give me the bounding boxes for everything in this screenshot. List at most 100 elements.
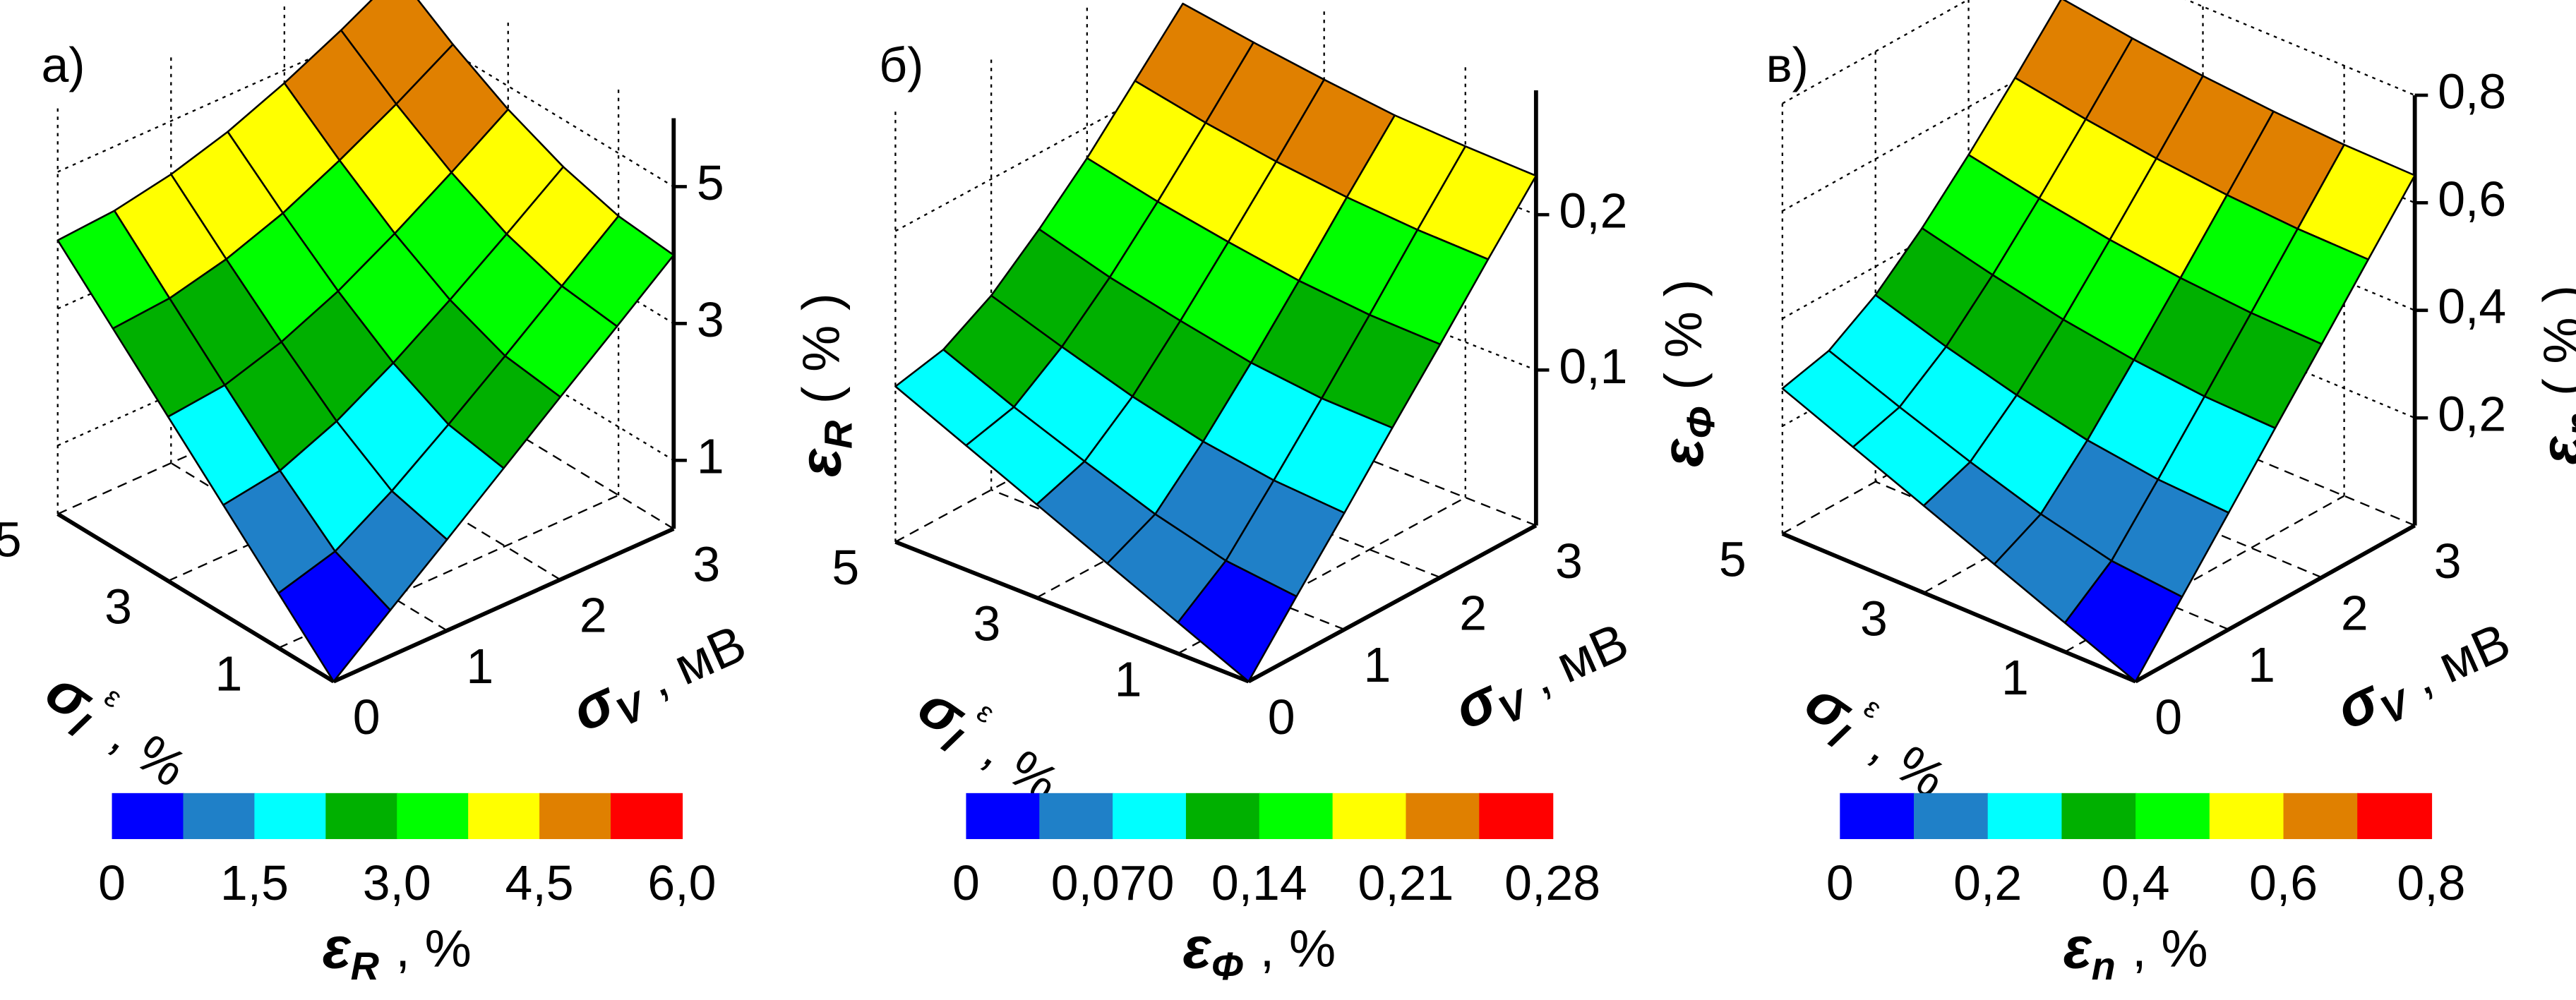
colorbar-swatch <box>1913 793 1989 839</box>
x-tick-label: 3 <box>2434 534 2462 589</box>
y-axis-label-sup: ε <box>99 680 128 714</box>
colorbar-tick-label: 0,28 <box>1504 855 1600 910</box>
z-axis-label: εR ( % ) <box>786 293 860 477</box>
x-tick-label: 1 <box>2248 637 2275 692</box>
colorbar-swatch <box>1332 793 1407 839</box>
z-axis-label-sub: Φ <box>1678 406 1723 439</box>
colorbar-swatch <box>254 793 327 839</box>
x-tick-label: 2 <box>1459 586 1487 641</box>
colorbar-label-sub: R <box>351 944 379 988</box>
colorbar-swatch <box>183 793 256 839</box>
y-axis-label-unit: , % <box>102 706 198 798</box>
panel-title: а) <box>41 37 85 92</box>
y-axis-label-symbol: σ <box>906 672 978 750</box>
y-tick-label: 1 <box>215 646 242 701</box>
colorbar-swatch <box>2135 793 2210 839</box>
colorbar-label-unit: , % <box>395 919 472 977</box>
x-tick-label: 0 <box>2155 689 2182 745</box>
x-axis <box>2134 524 2416 684</box>
y-axis-label-symbol: σ <box>1794 668 1866 746</box>
colorbar-swatch <box>1259 793 1334 839</box>
x-tick-label: 2 <box>2341 586 2368 641</box>
panel-title: в) <box>1766 37 1809 92</box>
colorbar-tick-label: 3,0 <box>363 855 431 910</box>
colorbar-label-unit: , % <box>1260 919 1336 977</box>
z-tick-label: 0,1 <box>1559 339 1627 394</box>
colorbar-tick-label: 1,5 <box>220 855 289 910</box>
y-axis <box>56 512 335 684</box>
colorbar-tick-label: 0,2 <box>1953 855 2022 910</box>
y-axis-label-sup: ε <box>971 695 1000 730</box>
z-axis-label: εn ( % ) <box>2528 285 2576 465</box>
y-tick-label: 3 <box>973 596 1000 651</box>
colorbar-label-unit: , % <box>2132 919 2208 977</box>
x-axis <box>1247 524 1538 684</box>
z-axis-label-symbol: ε <box>2528 435 2576 464</box>
colorbar-swatch <box>539 793 612 839</box>
z-axis-label: εΦ ( % ) <box>1649 279 1723 467</box>
x-tick-label: 0 <box>353 689 381 745</box>
z-axis-label-symbol: ε <box>1649 438 1715 467</box>
x-tick-label: 0 <box>1268 689 1295 745</box>
colorbar-tick-label: 6,0 <box>647 855 716 910</box>
z-tick-label: 0,6 <box>2438 171 2506 227</box>
y-tick-label: 5 <box>1719 532 1747 587</box>
colorbar-swatch <box>1039 793 1114 839</box>
surface-cell <box>277 550 392 682</box>
x-tick-label: 1 <box>466 639 493 694</box>
y-axis-label-symbol: σ <box>35 657 107 735</box>
colorbar-swatch <box>2209 793 2284 839</box>
x-axis-label-unit: , мВ <box>639 613 755 708</box>
colorbar-swatch <box>325 793 398 839</box>
z-axis-label-symbol: ε <box>786 448 853 477</box>
y-tick-label: 5 <box>832 540 859 595</box>
z-tick-label: 3 <box>697 292 724 347</box>
y-tick-label: 5 <box>0 512 22 567</box>
colorbar-swatch <box>468 793 541 839</box>
colorbar-tick-label: 0 <box>1826 855 1854 910</box>
x-axis <box>333 526 675 684</box>
z-axis-label-sub: n <box>2557 412 2576 436</box>
x-axis-label: σV, мВ <box>2326 607 2522 748</box>
y-axis-label-sup: ε <box>1858 690 1888 725</box>
colorbar-tick-label: 0,4 <box>2102 855 2170 910</box>
colorbar-label-symbol: ε <box>323 915 352 981</box>
x-tick-label: 2 <box>580 588 607 643</box>
colorbar-label-sub: n <box>2092 944 2116 988</box>
colorbar-swatch <box>397 793 469 839</box>
colorbar-swatch <box>1840 793 1915 839</box>
floor-grid-line <box>277 494 619 649</box>
z-tick-label: 1 <box>697 429 724 484</box>
colorbar-tick-label: 0 <box>952 855 980 910</box>
wall-grid-line <box>2185 0 2416 97</box>
x-tick-label: 3 <box>693 536 720 591</box>
colorbar-swatch <box>112 793 184 839</box>
colorbar-swatch <box>2283 793 2359 839</box>
colorbar-label: εn , % <box>2063 915 2208 988</box>
x-axis-label-unit: , мВ <box>2403 611 2519 706</box>
x-axis-label-unit: , мВ <box>1521 611 1636 706</box>
colorbar-label-symbol: ε <box>2063 915 2092 981</box>
surface-cell <box>1177 560 1298 682</box>
colorbar-label: εΦ , % <box>1182 915 1336 988</box>
colorbar-tick-label: 0,14 <box>1211 855 1307 910</box>
colorbar-swatch <box>2061 793 2137 839</box>
z-tick-label: 5 <box>697 155 724 210</box>
surface-cell <box>2063 560 2183 682</box>
colorbar-swatch <box>1987 793 2063 839</box>
colorbar-tick-label: 0,070 <box>1051 855 1175 910</box>
y-axis <box>1781 531 2137 684</box>
panel-title: б) <box>879 37 923 92</box>
colorbar-tick-label: 4,5 <box>505 855 574 910</box>
z-axis-label-unit: ( % ) <box>791 293 850 404</box>
z-tick-label: 0,4 <box>2438 279 2506 334</box>
colorbar-tick-label: 0 <box>98 855 126 910</box>
colorbar-tick-label: 0,8 <box>2397 855 2465 910</box>
colorbar-swatch <box>1406 793 1480 839</box>
y-tick-label: 1 <box>2001 650 2029 705</box>
colorbar-label-sub: Φ <box>1211 944 1243 988</box>
colorbar-swatch <box>2357 793 2433 839</box>
y-axis <box>894 540 1250 684</box>
